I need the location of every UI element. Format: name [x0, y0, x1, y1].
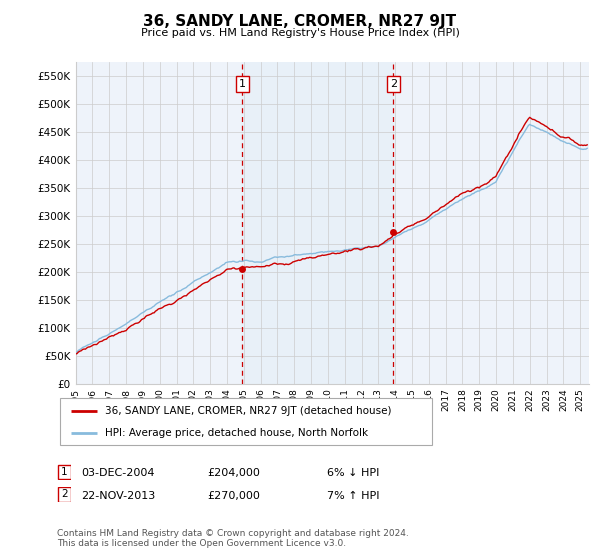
Text: 2: 2	[390, 79, 397, 89]
Text: £204,000: £204,000	[207, 468, 260, 478]
Text: 6% ↓ HPI: 6% ↓ HPI	[327, 468, 379, 478]
Text: 1: 1	[239, 79, 246, 89]
Text: HPI: Average price, detached house, North Norfolk: HPI: Average price, detached house, Nort…	[104, 428, 368, 438]
Text: 1: 1	[61, 467, 68, 477]
Text: 03-DEC-2004: 03-DEC-2004	[81, 468, 155, 478]
Text: Contains HM Land Registry data © Crown copyright and database right 2024.: Contains HM Land Registry data © Crown c…	[57, 529, 409, 538]
Text: 7% ↑ HPI: 7% ↑ HPI	[327, 491, 380, 501]
FancyBboxPatch shape	[60, 398, 432, 445]
Bar	[242, 62, 394, 384]
Text: 22-NOV-2013: 22-NOV-2013	[81, 491, 155, 501]
Text: This data is licensed under the Open Government Licence v3.0.: This data is licensed under the Open Gov…	[57, 539, 346, 548]
FancyBboxPatch shape	[58, 465, 71, 479]
Text: £270,000: £270,000	[207, 491, 260, 501]
Text: Price paid vs. HM Land Registry's House Price Index (HPI): Price paid vs. HM Land Registry's House …	[140, 28, 460, 38]
Text: 36, SANDY LANE, CROMER, NR27 9JT: 36, SANDY LANE, CROMER, NR27 9JT	[143, 14, 457, 29]
Text: 36, SANDY LANE, CROMER, NR27 9JT (detached house): 36, SANDY LANE, CROMER, NR27 9JT (detach…	[104, 406, 391, 416]
Text: 2: 2	[61, 489, 68, 500]
FancyBboxPatch shape	[58, 487, 71, 502]
